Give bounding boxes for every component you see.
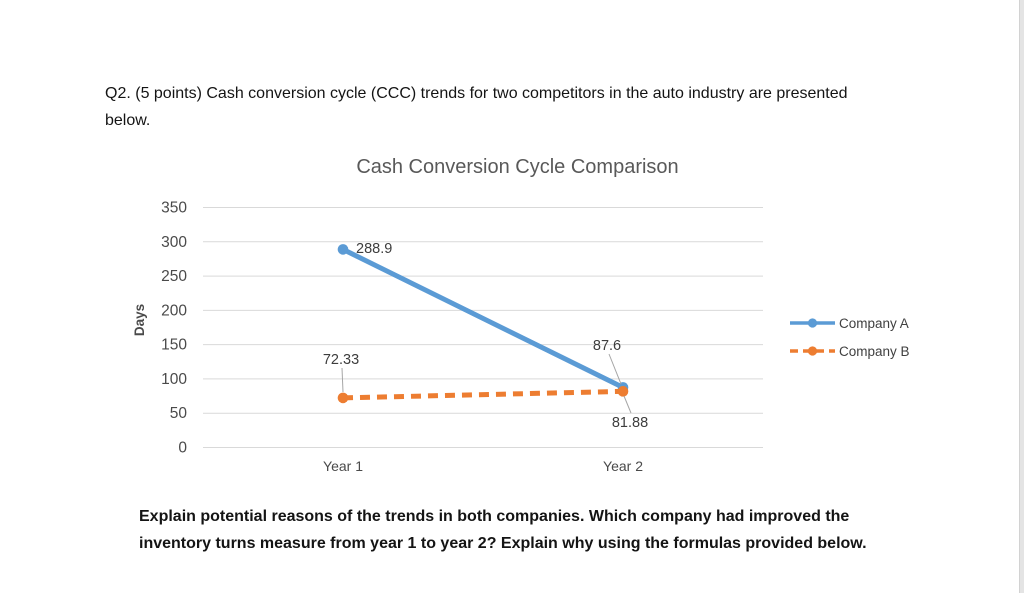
data-point-marker bbox=[337, 392, 349, 404]
chart-title: Cash Conversion Cycle Comparison bbox=[356, 156, 679, 178]
legend-label-company-a: Company A bbox=[839, 315, 909, 331]
x-tick-label: Year 1 bbox=[323, 458, 363, 474]
data-label: 81.88 bbox=[612, 415, 648, 431]
series-line-company-b bbox=[342, 388, 624, 401]
y-tick-label: 0 bbox=[178, 440, 187, 457]
instruction-text: Explain potential reasons of the trends … bbox=[139, 508, 867, 552]
legend-label-company-b: Company B bbox=[839, 343, 910, 359]
y-axis-title: Days bbox=[132, 304, 147, 336]
legend-item-company-a: Company A bbox=[789, 315, 910, 331]
question-text: Q2. (5 points) Cash conversion cycle (CC… bbox=[105, 85, 848, 129]
chart-legend: Company A Company B bbox=[789, 315, 910, 371]
y-tick-label: 350 bbox=[161, 200, 187, 217]
y-tick-label: 100 bbox=[161, 371, 187, 388]
series-line-company-a bbox=[341, 247, 625, 390]
company-a-line-sample-icon bbox=[790, 318, 835, 328]
data-label-leader-line bbox=[341, 367, 344, 393]
company-b-line-sample-icon bbox=[790, 346, 835, 356]
y-tick-label: 200 bbox=[161, 302, 187, 319]
y-tick-label: 150 bbox=[161, 337, 187, 354]
legend-item-company-b: Company B bbox=[789, 343, 910, 359]
data-label: 87.6 bbox=[593, 338, 621, 354]
data-label-leader-line bbox=[623, 395, 632, 414]
data-label-leader-line bbox=[608, 353, 622, 385]
y-tick-label: 250 bbox=[161, 268, 187, 285]
data-label: 72.33 bbox=[323, 352, 359, 368]
y-tick-label: 300 bbox=[161, 234, 187, 251]
data-point-marker bbox=[617, 386, 629, 397]
y-tick-label: 50 bbox=[170, 405, 188, 422]
data-label: 288.9 bbox=[356, 241, 392, 257]
x-tick-label: Year 2 bbox=[603, 458, 643, 474]
page-right-edge bbox=[1019, 0, 1024, 593]
data-point-marker bbox=[337, 244, 349, 255]
